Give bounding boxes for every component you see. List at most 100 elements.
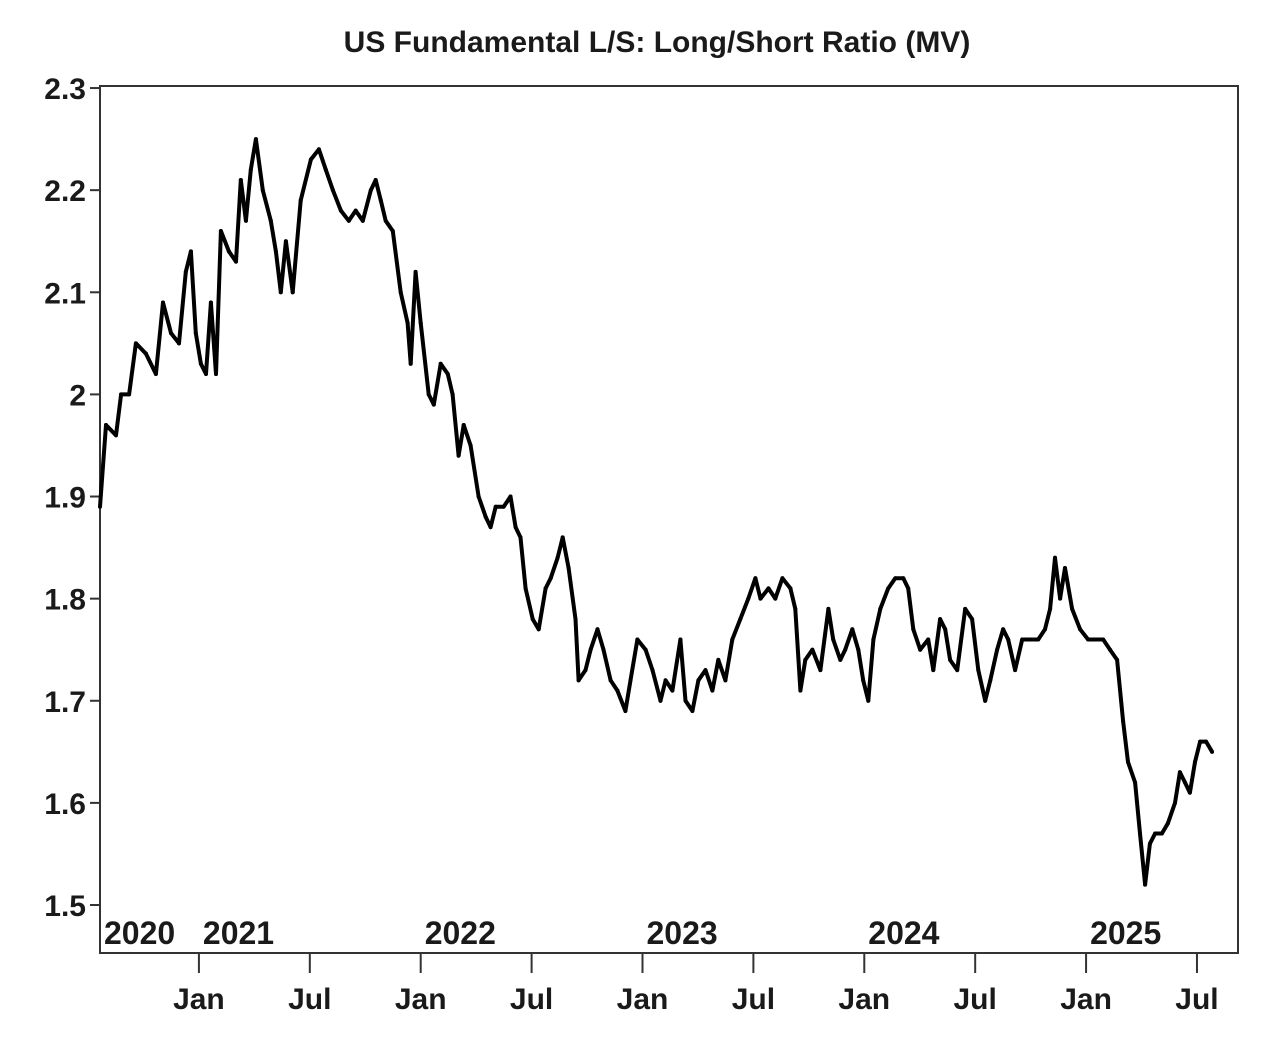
data-point (513, 525, 518, 530)
data-point (976, 668, 981, 673)
data-point (119, 392, 124, 397)
data-point (426, 392, 431, 397)
data-point (493, 504, 498, 509)
y-tick-label: 2.1 (44, 277, 86, 310)
data-point (831, 637, 836, 642)
data-point (548, 576, 553, 581)
data-point (1058, 596, 1063, 601)
data-point (1198, 739, 1203, 744)
y-tick-label: 1.5 (44, 890, 86, 923)
year-label: 2021 (203, 915, 274, 951)
data-point (153, 371, 158, 376)
data-point (188, 249, 193, 254)
data-point (588, 647, 593, 652)
data-point (1210, 749, 1215, 754)
data-point (133, 341, 138, 346)
data-point (1070, 606, 1075, 611)
y-tick-label: 1.6 (44, 788, 86, 821)
x-tick-label: Jul (1175, 983, 1218, 1016)
data-point (1143, 882, 1148, 887)
data-point (753, 576, 758, 581)
data-point (650, 668, 655, 673)
data-point (208, 300, 213, 305)
data-point (1173, 800, 1178, 805)
data-point (943, 627, 948, 632)
data-point (826, 606, 831, 611)
data-point (1006, 637, 1011, 642)
data-point (595, 627, 600, 632)
data-point (931, 668, 936, 673)
data-point (193, 331, 198, 336)
data-point (948, 657, 953, 662)
data-point (238, 177, 243, 182)
data-point (408, 361, 413, 366)
data-point (213, 371, 218, 376)
x-tick-label: Jan (1060, 983, 1112, 1016)
data-point (431, 402, 436, 407)
data-point (353, 208, 358, 213)
data-point (204, 371, 209, 376)
y-tick-label: 1.7 (44, 686, 86, 719)
data-point (573, 617, 578, 622)
data-point (390, 229, 395, 234)
year-label: 2025 (1090, 915, 1161, 951)
data-point (683, 698, 688, 703)
y-tick-label: 2.3 (44, 73, 86, 106)
data-point (1093, 637, 1098, 642)
data-point (983, 698, 988, 703)
data-point (298, 198, 303, 203)
data-point (438, 361, 443, 366)
data-point (690, 708, 695, 713)
data-point (738, 617, 743, 622)
data-point (1133, 780, 1138, 785)
data-point (746, 596, 751, 601)
data-point (1036, 637, 1041, 642)
data-point (773, 596, 778, 601)
data-point (168, 331, 173, 336)
data-point (290, 290, 295, 295)
y-tick-label: 2.2 (44, 175, 86, 208)
data-point (861, 678, 866, 683)
data-point (530, 617, 535, 622)
data-point (176, 341, 181, 346)
data-point (1053, 555, 1058, 560)
data-point (716, 657, 721, 662)
data-point (1078, 627, 1083, 632)
data-point (926, 637, 931, 642)
data-point (508, 494, 513, 499)
data-point (523, 586, 528, 591)
data-point (1048, 606, 1053, 611)
data-point (555, 555, 560, 560)
data-point (160, 300, 165, 305)
data-point (260, 188, 265, 193)
data-point (488, 525, 493, 530)
data-point (308, 157, 313, 162)
x-tick-label: Jan (838, 983, 890, 1016)
data-point (730, 637, 735, 642)
data-point (198, 361, 203, 366)
x-tick-label: Jan (173, 983, 225, 1016)
data-point (901, 576, 906, 581)
data-point (113, 433, 118, 438)
x-tick-label: Jul (510, 983, 553, 1016)
data-point (788, 586, 793, 591)
data-point (1137, 831, 1142, 836)
data-point (810, 647, 815, 652)
data-point (273, 249, 278, 254)
data-point (608, 678, 613, 683)
data-point (758, 596, 763, 601)
data-point (243, 218, 248, 223)
data-point (1159, 831, 1164, 836)
data-point (103, 423, 108, 428)
data-point (233, 259, 238, 264)
data-point (127, 392, 132, 397)
data-point (1147, 841, 1152, 846)
data-point (338, 208, 343, 213)
data-point (658, 698, 663, 703)
data-point (378, 198, 383, 203)
data-point (518, 535, 523, 540)
data-point (445, 371, 450, 376)
year-label: 2020 (104, 915, 175, 951)
data-point (316, 147, 321, 152)
data-point (601, 647, 606, 652)
